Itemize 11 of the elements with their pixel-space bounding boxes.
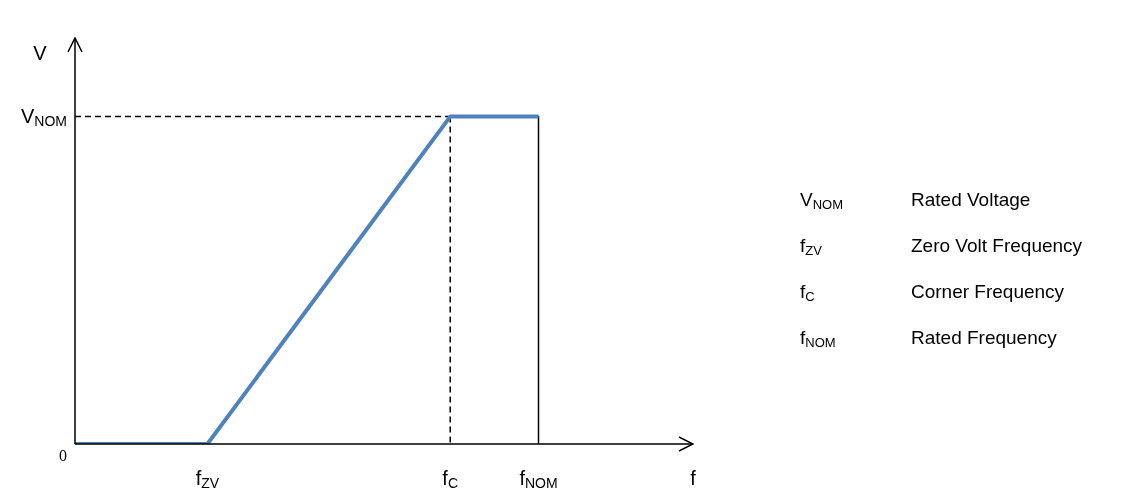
x-axis-title: f — [690, 467, 696, 489]
text: f$_{ZV}$ Zero Volt Frequency — [800, 235, 1083, 258]
text: 0 — [59, 447, 67, 464]
x-tick-label: f$_{ZV}$ — [195, 467, 220, 491]
text: V$_{NOM}$ — [20, 104, 67, 129]
x-tick-label: f$_{C}$ — [442, 467, 459, 491]
y-axis-title: V — [33, 42, 47, 64]
text: V$_{NOM}$ Rated Voltage — [800, 189, 1031, 212]
text: f$_{C}$ Corner Frequency — [800, 281, 1065, 304]
x-tick-label: f$_{NOM}$ — [519, 467, 558, 491]
text: f$_{NOM}$ Rated Frequency — [800, 327, 1057, 350]
